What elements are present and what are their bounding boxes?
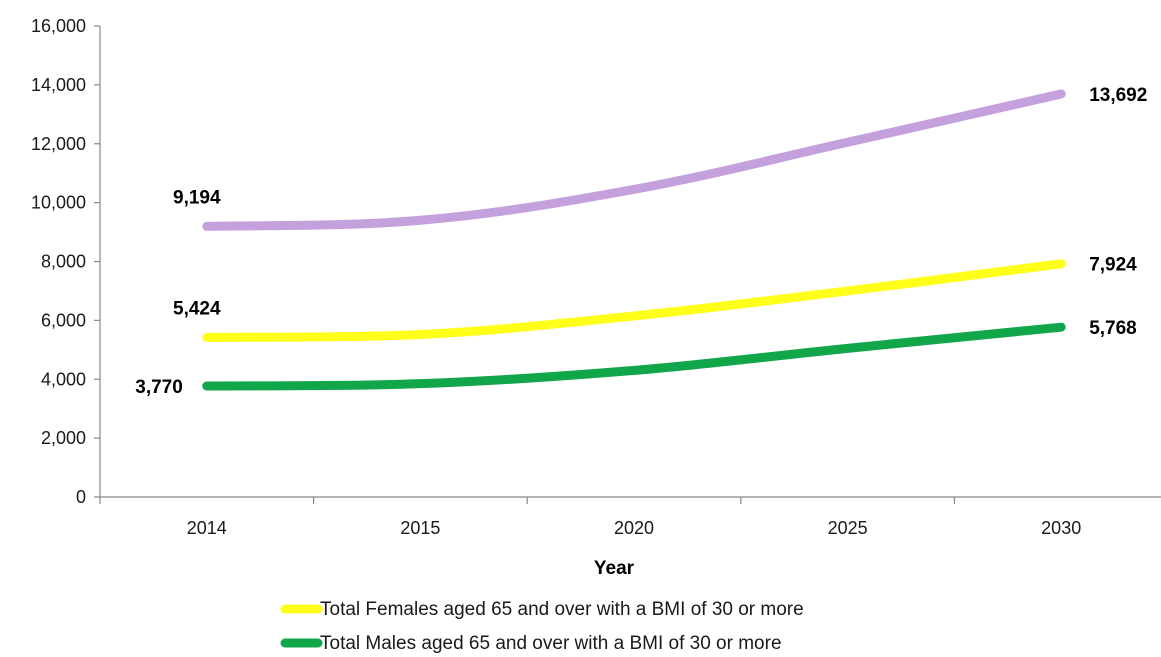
x-tick-label: 2025: [828, 518, 868, 538]
y-axis: 0 2,000 4,000 6,000 8,000 10,000 12,000 14,000 1…: [31, 16, 101, 507]
y-tick-label: 14,000: [31, 75, 86, 95]
series-line-1: [202, 259, 1066, 342]
y-tick-label: 4,000: [41, 369, 86, 389]
series-line-0: [202, 89, 1066, 231]
y-tick-label: 0: [76, 487, 86, 507]
legend-label-1: Total Males aged 65 and over with a BMI …: [320, 633, 782, 654]
data-label-last-0: 13,692: [1089, 85, 1147, 106]
series-line-2: [202, 322, 1066, 391]
x-tick-label: 2020: [614, 518, 654, 538]
legend: Total Females aged 65 and over with a BM…: [280, 599, 804, 654]
legend-label-0: Total Females aged 65 and over with a BM…: [320, 599, 804, 620]
x-tick-label: 2015: [400, 518, 440, 538]
y-tick-label: 6,000: [41, 310, 86, 330]
data-label-first-2: 3,770: [135, 377, 183, 398]
x-tick-label: 2014: [187, 518, 227, 538]
data-label-first-1: 5,424: [173, 298, 221, 319]
y-tick-label: 8,000: [41, 252, 86, 272]
series-lines: [202, 89, 1066, 391]
data-labels: 9,194 13,692 5,424 7,924 3,770 5,768: [135, 85, 1147, 398]
x-axis-title: Year: [594, 558, 635, 579]
data-label-first-0: 9,194: [173, 187, 221, 208]
y-tick-label: 12,000: [31, 134, 86, 154]
x-tick-label: 2030: [1041, 518, 1081, 538]
y-tick-label: 16,000: [31, 16, 86, 36]
data-label-last-2: 5,768: [1089, 318, 1137, 339]
y-tick-label: 10,000: [31, 193, 86, 213]
y-tick-label: 2,000: [41, 428, 86, 448]
data-label-last-1: 7,924: [1089, 255, 1137, 276]
x-axis: 2014 2015 2020 2025 2030: [99, 496, 1161, 538]
